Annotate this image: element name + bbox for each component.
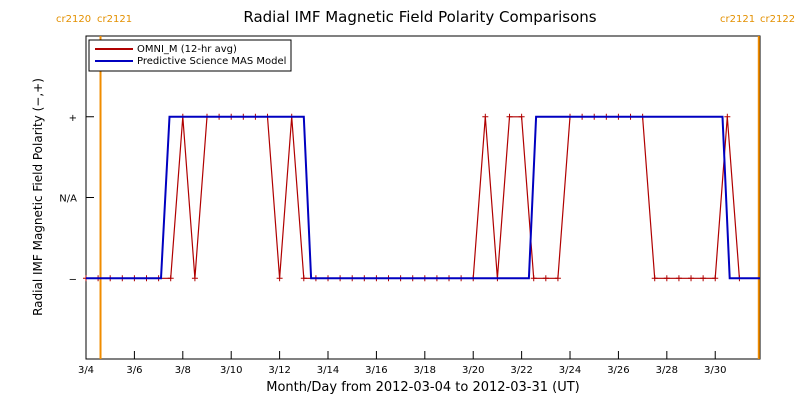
y-tick-label-1: N/A [59, 194, 77, 205]
series-line-1 [86, 115, 760, 280]
x-tick-label-7: 3/18 [414, 365, 436, 376]
series-0-point-39 [554, 275, 561, 282]
series-0-point-16 [276, 275, 283, 282]
series-0-point-37 [530, 275, 537, 282]
series-0-point-9 [191, 275, 198, 282]
series-0-point-53 [724, 113, 731, 120]
chart-title: Radial IMF Magnetic Field Polarity Compa… [243, 8, 596, 26]
x-tick-label-2: 3/8 [175, 365, 191, 376]
x-axis-label: Month/Day from 2012-03-04 to 2012-03-31 … [266, 380, 579, 395]
carrington-markers [99, 36, 760, 359]
legend-label-omni: OMNI_M (12-hr avg) [137, 44, 237, 55]
y-axis-label: Radial IMF Magnetic Field Polarity (−,+) [31, 78, 45, 316]
series-0-point-51 [700, 275, 707, 282]
x-tick-label-3: 3/10 [220, 365, 242, 376]
x-tick-label-0: 3/4 [78, 365, 94, 376]
cr-label-right-1: cr2121 [720, 14, 755, 25]
series-0-point-36 [518, 113, 525, 120]
x-tick-label-4: 3/12 [268, 365, 290, 376]
series-0-point-35 [506, 113, 513, 120]
x-tick-label-13: 3/30 [704, 365, 726, 376]
series-0-point-18 [300, 275, 307, 282]
series-0-point-49 [675, 275, 682, 282]
x-tick-label-1: 3/6 [126, 365, 142, 376]
series-layer [83, 113, 760, 282]
legend-label-mas: Predictive Science MAS Model [137, 56, 286, 67]
ticks-layer: 3/4 3/6 3/8 3/10 3/12 3/14 3/16 3/18 3/20 3/22 3/2… [59, 113, 726, 376]
y-tick-label-0: + [69, 113, 77, 124]
x-tick-label-11: 3/26 [607, 365, 629, 376]
series-0-point-52 [712, 275, 719, 282]
x-tick-label-6: 3/16 [365, 365, 387, 376]
cr-label-left-1: cr2120 [56, 14, 91, 25]
x-tick-label-9: 3/22 [510, 365, 532, 376]
series-0-point-7 [167, 275, 174, 282]
series-0-point-50 [688, 275, 695, 282]
series-0-point-47 [651, 275, 658, 282]
cr-label-left-2: cr2121 [97, 14, 132, 25]
plot-frame [85, 35, 761, 360]
x-tick-label-5: 3/14 [317, 365, 339, 376]
series-0-point-48 [663, 275, 670, 282]
x-tick-label-10: 3/24 [559, 365, 581, 376]
legend: OMNI_M (12-hr avg) Predictive Science MA… [88, 39, 292, 72]
y-tick-label-2: − [69, 274, 77, 285]
x-tick-label-8: 3/20 [462, 365, 484, 376]
series-line-0 [86, 116, 740, 279]
legend-box [88, 39, 292, 72]
cr-label-right-2: cr2122 [760, 14, 795, 25]
series-0-point-38 [542, 275, 549, 282]
series-0-point-33 [482, 113, 489, 120]
x-tick-label-12: 3/28 [656, 365, 678, 376]
